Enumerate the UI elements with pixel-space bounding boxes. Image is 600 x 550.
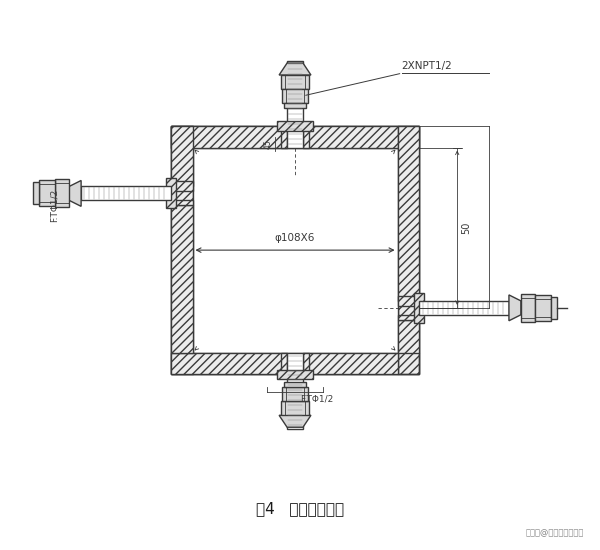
Polygon shape <box>509 295 521 321</box>
Bar <box>398 315 419 320</box>
Bar <box>81 186 170 200</box>
Bar <box>277 121 313 131</box>
Polygon shape <box>69 180 81 206</box>
Bar <box>287 61 303 147</box>
Bar <box>281 75 309 89</box>
Bar <box>55 179 69 207</box>
Bar <box>535 295 551 321</box>
Bar <box>303 353 309 375</box>
Bar <box>415 293 424 323</box>
Bar <box>551 297 557 319</box>
Bar <box>398 296 419 306</box>
Bar <box>419 301 509 315</box>
Bar <box>281 353 287 375</box>
Bar <box>303 353 398 375</box>
Bar <box>170 126 419 147</box>
Bar <box>170 353 287 375</box>
Text: 图4   冷凝罐示意图: 图4 冷凝罐示意图 <box>256 501 344 516</box>
Bar <box>170 126 193 375</box>
Bar <box>166 179 176 208</box>
Polygon shape <box>279 63 311 75</box>
Bar <box>281 402 309 415</box>
Bar <box>398 126 419 301</box>
Bar <box>398 320 419 353</box>
Bar <box>170 205 193 353</box>
Bar <box>521 294 535 322</box>
Bar <box>170 126 287 147</box>
Bar <box>284 382 306 387</box>
Bar <box>284 103 306 108</box>
Text: 45: 45 <box>263 139 272 148</box>
Bar <box>287 353 303 429</box>
Bar <box>303 126 398 147</box>
Bar <box>170 353 419 375</box>
Bar <box>170 182 193 191</box>
Bar <box>170 200 193 205</box>
Bar <box>398 126 419 375</box>
Bar <box>281 126 287 147</box>
Bar <box>303 126 309 147</box>
Bar <box>34 183 40 205</box>
Bar <box>277 370 313 379</box>
Bar <box>282 89 308 103</box>
Text: F.TΦ1/2: F.TΦ1/2 <box>50 189 59 222</box>
Polygon shape <box>279 415 311 427</box>
Bar <box>170 126 193 186</box>
Text: 50: 50 <box>461 222 471 234</box>
Bar <box>193 147 398 353</box>
Text: φ108X6: φ108X6 <box>275 233 315 243</box>
Text: 搜狐号@嬴可自动化仪表: 搜狐号@嬴可自动化仪表 <box>525 527 584 537</box>
Text: 2XNPT1/2: 2XNPT1/2 <box>401 61 452 71</box>
Bar <box>282 387 308 402</box>
Bar <box>40 180 55 206</box>
Text: F.TΦ1/2: F.TΦ1/2 <box>300 394 333 403</box>
